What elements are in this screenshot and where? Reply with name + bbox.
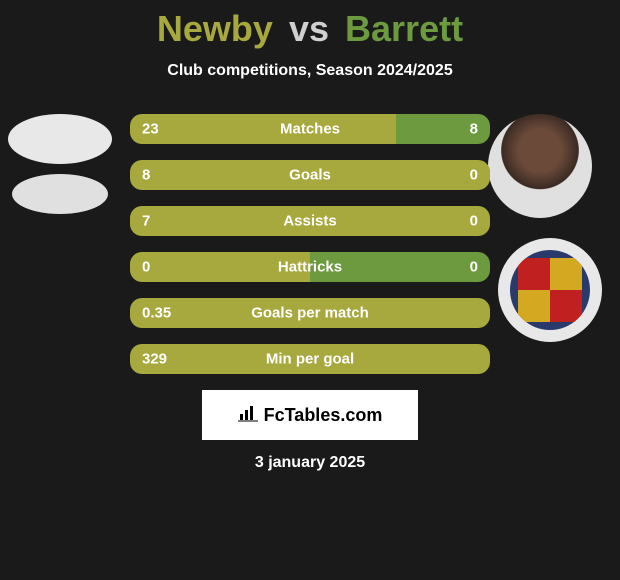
crest-quadrant [550, 290, 582, 322]
stat-value-left: 23 [142, 121, 159, 138]
comparison-card: Newby vs Barrett Club competitions, Seas… [0, 0, 620, 480]
source-label: FcTables.com [264, 405, 383, 426]
stat-value-right: 8 [470, 121, 478, 138]
stat-label: Assists [283, 213, 336, 230]
stat-row-goals: 8 Goals 0 [130, 160, 490, 190]
crest-quadrant [550, 258, 582, 290]
stat-value-left: 0.35 [142, 305, 171, 322]
date-label: 3 january 2025 [0, 454, 620, 472]
stat-value-left: 329 [142, 351, 167, 368]
stat-row-matches: 23 Matches 8 [130, 114, 490, 144]
bar-left [130, 114, 396, 144]
player2-club-crest [498, 238, 602, 342]
crest-shield [510, 250, 590, 330]
stat-value-right: 0 [470, 259, 478, 276]
stat-label: Goals [289, 167, 331, 184]
stat-value-right: 0 [470, 213, 478, 230]
player2-avatar [488, 114, 592, 218]
vs-separator: vs [289, 8, 329, 49]
player1-name: Newby [157, 8, 273, 49]
source-badge[interactable]: FcTables.com [202, 390, 418, 440]
stats-block: 23 Matches 8 8 Goals 0 7 Assists 0 0 Hat… [130, 114, 490, 374]
stat-row-assists: 7 Assists 0 [130, 206, 490, 236]
stat-value-left: 0 [142, 259, 150, 276]
player2-name: Barrett [345, 8, 463, 49]
stat-label: Min per goal [266, 351, 354, 368]
stat-row-min-per-goal: 329 Min per goal [130, 344, 490, 374]
stat-value-right: 0 [470, 167, 478, 184]
chart-icon [238, 404, 258, 427]
crest-quadrant [518, 258, 550, 290]
stat-value-left: 8 [142, 167, 150, 184]
player1-club-placeholder [12, 174, 108, 214]
stat-label: Hattricks [278, 259, 342, 276]
player1-avatar-placeholder [8, 114, 112, 164]
main-area: 23 Matches 8 8 Goals 0 7 Assists 0 0 Hat… [0, 114, 620, 374]
stat-value-left: 7 [142, 213, 150, 230]
stat-label: Matches [280, 121, 340, 138]
page-title: Newby vs Barrett [0, 8, 620, 50]
stat-row-hattricks: 0 Hattricks 0 [130, 252, 490, 282]
stat-label: Goals per match [251, 305, 369, 322]
subtitle: Club competitions, Season 2024/2025 [0, 62, 620, 80]
crest-quadrant [518, 290, 550, 322]
stat-row-goals-per-match: 0.35 Goals per match [130, 298, 490, 328]
